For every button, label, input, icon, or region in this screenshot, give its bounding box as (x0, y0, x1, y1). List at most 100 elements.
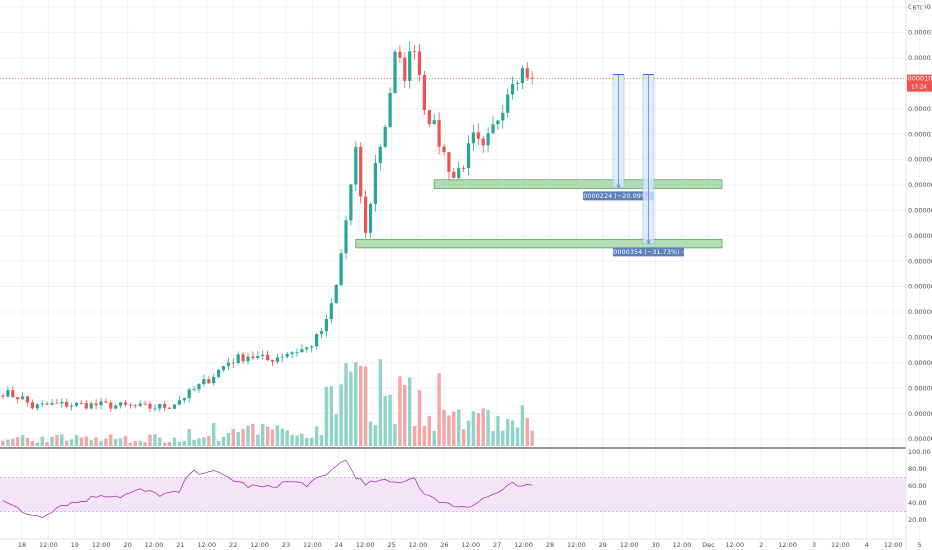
candle-body (172, 404, 177, 409)
volume-bar (104, 438, 108, 446)
candle-body (251, 356, 255, 358)
volume-bar (20, 434, 25, 446)
volume-bar (314, 426, 319, 446)
volume-bar (236, 432, 240, 446)
price-range-measures[interactable]: −0.00000224 (−20.09%) −224 −0.00000354 (−… (567, 74, 700, 257)
time-tick-label: 4 (865, 541, 869, 549)
rsi-tick-label: 80.00 (908, 465, 927, 473)
volume-bar (246, 425, 250, 446)
candle-body (447, 152, 451, 172)
volume-bar (16, 437, 20, 446)
candle-body (266, 354, 270, 361)
volume-bar (310, 437, 314, 446)
candle-body (128, 404, 132, 406)
candles (1, 41, 534, 413)
candle-body (329, 303, 333, 320)
volume-bar (359, 366, 363, 446)
volume-bar (226, 433, 231, 446)
volume-bar (427, 415, 431, 446)
volume-bar (256, 434, 260, 446)
volume-bar (275, 425, 280, 446)
volume-bar (163, 442, 167, 446)
volume-bar (123, 436, 128, 446)
time-tick-label: 12:00 (250, 541, 269, 549)
volume-bar (261, 423, 265, 446)
volume-bar (45, 442, 49, 446)
currency-badge[interactable] (910, 1, 926, 13)
support-zone-upper-support[interactable] (433, 179, 723, 189)
candle-body (319, 331, 324, 335)
volume-bar (133, 441, 137, 446)
volume-bar (11, 438, 15, 446)
time-tick-label: 12:00 (356, 541, 375, 549)
candle-body (476, 132, 480, 139)
volume-bar (417, 390, 422, 446)
volume-bar (118, 438, 123, 446)
candle-body (104, 401, 108, 403)
time-tick-label: 24 (335, 541, 343, 549)
chart-grid (0, 0, 921, 539)
candle-body (1, 395, 5, 397)
price-tick-label: 0.00000450 (908, 410, 932, 418)
candle-body (511, 84, 515, 95)
candle-body (462, 168, 466, 169)
candle-body (177, 400, 181, 405)
volume-bar (280, 428, 284, 446)
candle-body (40, 403, 44, 405)
candle-body (207, 379, 211, 384)
time-axis[interactable]: 18 12:00 19 12:00 20 12:00 21 12:00 22 12:00 23 12:… (18, 541, 922, 549)
time-tick-label: 12:00 (831, 541, 850, 549)
volume-bar (486, 410, 490, 446)
candle-body (339, 253, 343, 285)
candle-body (256, 356, 260, 358)
support-zones[interactable] (355, 179, 723, 249)
candle-body (55, 402, 59, 404)
candle-body (25, 396, 30, 403)
candle-body (50, 402, 54, 405)
time-tick-label: 12:00 (409, 541, 428, 549)
candle-body (486, 133, 490, 146)
candle-body (530, 77, 534, 79)
candle-body (280, 356, 284, 358)
candle-body (471, 132, 475, 144)
time-tick-label: 30 (651, 541, 659, 549)
candle-body (21, 396, 25, 400)
candle-body (506, 94, 510, 113)
candle-body (388, 92, 392, 127)
rsi-line (2, 459, 533, 519)
volume-bar (491, 431, 495, 446)
volume-bar (422, 426, 427, 446)
candle-body (16, 397, 20, 400)
candle-body (466, 143, 471, 169)
candle-body (148, 403, 152, 409)
volume-bar (506, 419, 510, 446)
volume-bar (285, 430, 289, 446)
time-tick-label: 12:00 (884, 541, 903, 549)
volume-bar (363, 366, 368, 446)
volume-bar (383, 395, 387, 446)
support-zone-lower-support[interactable] (355, 238, 723, 249)
volume-bar (452, 411, 456, 446)
price-tick-label: 0.00000700 (908, 283, 932, 291)
time-tick-label: 12:00 (303, 541, 322, 549)
candle-body (187, 389, 191, 399)
volume-bar (99, 441, 103, 446)
candle-body (398, 51, 402, 58)
time-tick-label: 12:00 (725, 541, 744, 549)
volume-bar (461, 429, 466, 446)
candle-body (30, 402, 34, 409)
volume-bar (231, 429, 235, 446)
volume-bar (25, 437, 30, 446)
volume-bar (393, 423, 397, 446)
volume-bar (412, 426, 417, 446)
candle-body (520, 68, 524, 84)
volume-bar (305, 437, 309, 446)
volume-bar (89, 440, 93, 446)
time-tick-label: 2 (759, 541, 763, 549)
candle-body (153, 408, 157, 410)
volume-bar (290, 434, 294, 446)
candle-body (202, 379, 206, 385)
price-tick-label: 0.00000550 (908, 359, 932, 367)
candle-body (158, 403, 162, 409)
